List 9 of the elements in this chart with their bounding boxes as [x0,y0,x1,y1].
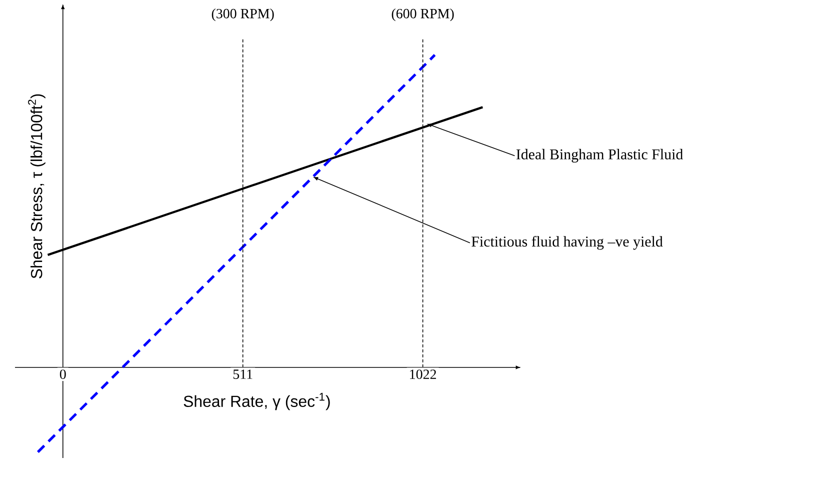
annotation: Ideal Bingham Plastic Fluid [516,148,683,163]
x-axis-title: Shear Rate, γ (sec$^{-1}$) [184,392,330,410]
ref-line-label: (300 RPM) [212,8,274,22]
annotation: Fictitious fluid having –ve yield [472,236,663,250]
ref-line-label: (600 RPM) [392,8,454,22]
y-axis-title: Shear Stress, τ (lbf/100ft$^{2}$) [28,94,46,278]
x-tick-label: 511 [233,370,252,379]
x-tick-label: 0 [60,370,66,380]
x-tick-label: 1022 [410,370,436,380]
